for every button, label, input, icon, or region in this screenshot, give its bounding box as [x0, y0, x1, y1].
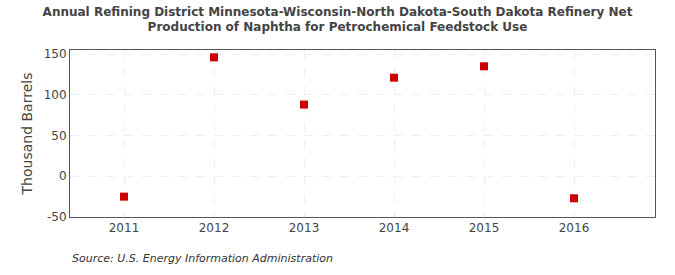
- svg-text:-50: -50: [47, 210, 67, 224]
- svg-text:2014: 2014: [379, 221, 410, 235]
- svg-text:2013: 2013: [289, 221, 320, 235]
- svg-text:Source: U.S. Energy Informatio: Source: U.S. Energy Information Administ…: [72, 252, 333, 265]
- svg-text:100: 100: [44, 88, 67, 102]
- svg-text:2012: 2012: [199, 221, 230, 235]
- svg-text:2011: 2011: [109, 221, 140, 235]
- svg-text:2015: 2015: [469, 221, 500, 235]
- svg-text:50: 50: [51, 129, 66, 143]
- svg-text:Annual Refining District Minne: Annual Refining District Minnesota-Wisco…: [43, 5, 633, 35]
- svg-text:150: 150: [44, 47, 67, 61]
- svg-text:0: 0: [59, 169, 67, 183]
- svg-text:2016: 2016: [559, 221, 590, 235]
- svg-text:Thousand Barrels: Thousand Barrels: [19, 73, 35, 196]
